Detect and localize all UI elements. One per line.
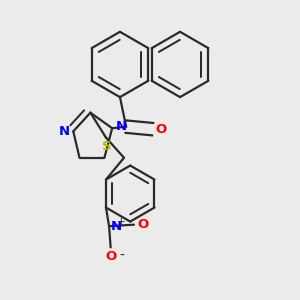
Text: N: N bbox=[111, 220, 122, 233]
Text: S: S bbox=[102, 140, 112, 153]
Text: -: - bbox=[119, 249, 124, 263]
Text: N: N bbox=[59, 125, 70, 138]
Text: O: O bbox=[137, 218, 148, 231]
Text: O: O bbox=[155, 123, 166, 136]
Text: +: + bbox=[117, 218, 125, 227]
Text: O: O bbox=[105, 250, 116, 263]
Text: N: N bbox=[115, 120, 126, 133]
